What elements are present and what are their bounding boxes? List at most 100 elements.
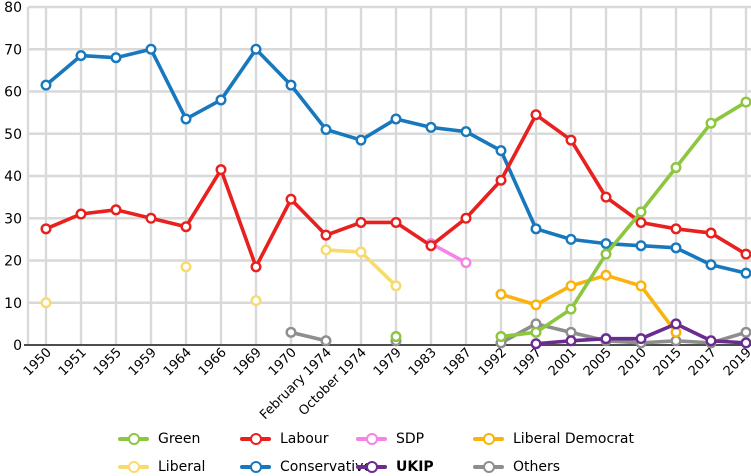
y-tick-label: 20 <box>4 254 22 270</box>
legend-item-liberal: Liberal <box>118 459 240 475</box>
y-tick-label: 40 <box>4 169 22 185</box>
x-tick-label: 1997 <box>511 345 545 379</box>
legend-ring-icon <box>365 433 378 445</box>
data-point-marker <box>355 216 367 228</box>
series-line <box>499 322 748 345</box>
legend-item-ukip: UKIP <box>356 459 473 475</box>
legend-line-marker-icon <box>356 461 387 473</box>
data-point-marker <box>495 288 507 300</box>
data-point-marker <box>320 124 332 136</box>
data-point-marker <box>215 94 227 106</box>
x-tick-label: 1959 <box>126 345 160 379</box>
data-point-marker <box>600 269 612 281</box>
data-point-marker <box>635 216 647 228</box>
series-ukip <box>530 318 751 350</box>
legend-item-sdp: SDP <box>356 431 473 447</box>
series-liberal <box>40 244 402 309</box>
y-tick-label: 50 <box>4 127 22 143</box>
x-tick-label: 2015 <box>651 345 685 379</box>
data-point-marker <box>390 113 402 125</box>
data-point-marker <box>740 326 751 338</box>
data-point-marker <box>355 246 367 258</box>
data-point-marker <box>600 238 612 250</box>
data-point-marker <box>250 261 262 273</box>
legend-row: Liberal Conservative UKIP Others <box>118 453 683 476</box>
data-point-marker <box>600 248 612 260</box>
x-tick-label: 1969 <box>231 345 265 379</box>
x-tick-label: 1951 <box>56 345 90 379</box>
x-tick-label: 2001 <box>546 345 580 379</box>
data-point-marker <box>530 326 542 338</box>
legend-label: UKIP <box>396 459 434 475</box>
y-tick-labels: 0 10 20 30 40 50 60 70 80 <box>4 0 22 354</box>
data-point-marker <box>320 335 332 347</box>
data-point-marker <box>460 257 472 269</box>
legend-item-liberal-democrat: Liberal Democrat <box>473 431 683 447</box>
data-point-marker <box>740 248 751 260</box>
legend-ring-icon <box>249 461 262 473</box>
x-tick-label: 1992 <box>476 345 510 379</box>
legend-ring-icon <box>365 461 378 473</box>
data-point-marker <box>530 223 542 235</box>
legend-row: Green Labour SDP Liberal Democrat <box>118 425 683 453</box>
data-point-marker <box>75 50 87 62</box>
data-point-marker <box>705 117 717 129</box>
data-point-marker <box>740 96 751 108</box>
legend-item-green: Green <box>118 431 240 447</box>
data-point-marker <box>635 280 647 292</box>
data-point-marker <box>320 244 332 256</box>
legend-label: Green <box>158 431 201 447</box>
x-tick-label: 2005 <box>581 345 615 379</box>
data-point-marker <box>530 338 542 350</box>
data-point-marker <box>145 212 157 224</box>
data-point-marker <box>740 337 751 349</box>
series-line <box>289 330 328 343</box>
series-line <box>499 100 748 339</box>
data-point-marker <box>285 79 297 91</box>
data-point-marker <box>75 208 87 220</box>
data-point-marker <box>460 212 472 224</box>
x-tick-label: 1964 <box>161 345 195 379</box>
x-tick-label: 2019 <box>721 345 751 379</box>
legend-label: Labour <box>280 431 329 447</box>
data-point-marker <box>180 261 192 273</box>
series-line <box>429 241 468 265</box>
data-point-marker <box>460 126 472 138</box>
legend-item-others: Others <box>473 459 683 475</box>
data-point-marker <box>635 240 647 252</box>
data-point-marker <box>565 303 577 315</box>
data-point-marker <box>110 52 122 64</box>
x-tick-label: 2017 <box>686 345 720 379</box>
data-point-marker <box>635 206 647 218</box>
data-point-marker <box>180 113 192 125</box>
legend-ring-icon <box>482 433 495 445</box>
data-point-marker <box>390 280 402 292</box>
data-point-marker <box>250 295 262 307</box>
legend-label: SDP <box>396 431 425 447</box>
legend-line-marker-icon <box>473 433 504 445</box>
legend-line-marker-icon <box>240 433 271 445</box>
data-point-marker <box>705 259 717 271</box>
x-tick-label: 1950 <box>21 345 55 379</box>
chart-legend: Green Labour SDP Liberal Democrat Liberal Con… <box>118 425 683 476</box>
data-point-marker <box>670 318 682 330</box>
legend-line-marker-icon <box>118 461 149 473</box>
data-point-marker <box>565 335 577 347</box>
y-tick-label: 30 <box>4 211 22 227</box>
x-tick-label: 1983 <box>406 345 440 379</box>
series-labour <box>40 109 751 273</box>
legend-line-marker-icon <box>240 461 271 473</box>
x-tick-label: 1987 <box>441 345 475 379</box>
data-point-marker <box>495 145 507 157</box>
y-tick-label: 60 <box>4 85 22 101</box>
legend-line-marker-icon <box>473 461 504 473</box>
data-point-marker <box>215 164 227 176</box>
legend-item-labour: Labour <box>240 431 356 447</box>
data-point-marker <box>705 227 717 239</box>
data-point-marker <box>565 280 577 292</box>
data-point-marker <box>390 216 402 228</box>
x-tick-labels: 1950 1951 1955 1959 1964 1966 1969 1970February… <box>21 345 751 423</box>
data-point-marker <box>565 233 577 245</box>
legend-label: Conservative <box>280 459 373 475</box>
